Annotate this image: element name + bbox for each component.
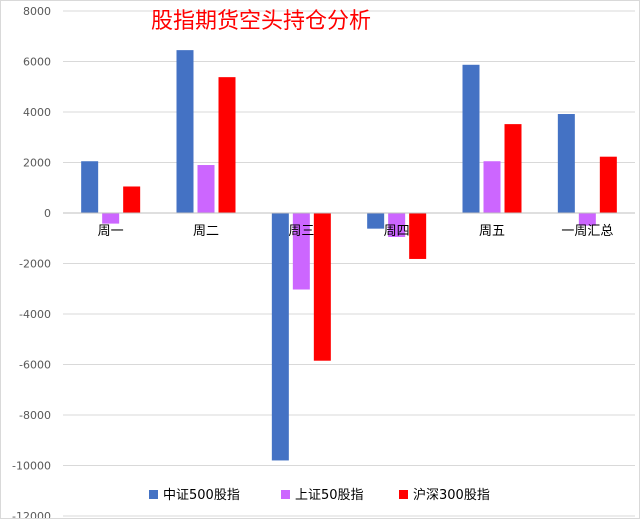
bar — [599, 156, 617, 213]
legend: 中证500股指 上证50股指 沪深300股指 — [149, 487, 490, 503]
y-tick-label: 0 — [44, 207, 51, 220]
y-axis-ticks: 8000 6000 4000 2000 0 -2000 -4000 -6000 -8000 -10… — [12, 5, 51, 518]
legend-label: 上证50股指 — [295, 488, 364, 503]
bar — [483, 161, 501, 213]
bar — [504, 124, 522, 213]
legend-label: 沪深300股指 — [413, 487, 490, 503]
gridlines — [63, 10, 635, 517]
y-tick-label: -8000 — [19, 409, 51, 422]
category-label: 周一 — [98, 224, 124, 239]
bar — [313, 213, 331, 361]
bar — [81, 161, 99, 213]
y-tick-label: -12000 — [12, 510, 51, 518]
y-tick-label: 4000 — [23, 106, 51, 119]
y-tick-label: 2000 — [23, 157, 51, 170]
bar — [176, 50, 194, 214]
bar — [197, 165, 215, 213]
bar — [271, 213, 289, 461]
y-tick-label: 6000 — [23, 56, 51, 69]
category-label: 周五 — [479, 224, 505, 239]
bar — [557, 114, 575, 213]
legend-swatch — [149, 490, 158, 499]
category-labels: 周一 周二 周三 周四 周五 一周汇总 — [98, 224, 614, 239]
y-tick-label: -6000 — [19, 359, 51, 372]
bar — [462, 64, 480, 213]
bar — [388, 213, 406, 237]
bar — [218, 77, 236, 213]
bar — [292, 213, 310, 290]
chart-title: 股指期货空头持仓分析 — [151, 9, 371, 34]
bar — [409, 213, 427, 259]
legend-swatch — [281, 490, 290, 499]
legend-swatch — [399, 490, 408, 499]
y-tick-label: 8000 — [23, 5, 51, 18]
y-tick-label: -4000 — [19, 308, 51, 321]
bar — [578, 213, 596, 226]
bars — [81, 50, 617, 461]
y-tick-label: -10000 — [12, 460, 51, 473]
legend-label: 中证500股指 — [163, 488, 240, 503]
bar — [123, 186, 141, 213]
bar — [102, 213, 120, 224]
y-tick-label: -2000 — [19, 258, 51, 271]
category-label: 周三 — [288, 224, 314, 239]
bar — [367, 213, 385, 229]
category-label: 一周汇总 — [561, 224, 613, 239]
category-label: 周四 — [384, 224, 410, 239]
category-label: 周二 — [193, 224, 219, 239]
